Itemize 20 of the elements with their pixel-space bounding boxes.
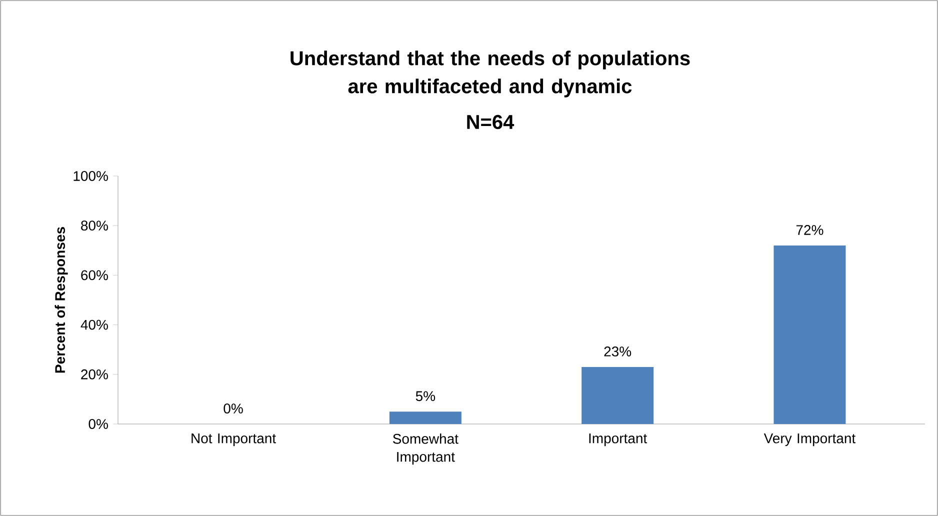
- data-label: 23%: [604, 346, 632, 356]
- data-label: 72%: [796, 225, 824, 235]
- y-tick-label: 60%: [81, 270, 108, 280]
- bar: [774, 245, 846, 424]
- bar: [389, 412, 462, 424]
- y-tick-label: 100%: [74, 171, 108, 181]
- y-tick-label: 40%: [80, 320, 108, 330]
- chart-title: Understand that the needs of populations are multifaceted and dynamic: [290, 50, 690, 98]
- y-axis-title: Percent of Responses: [54, 227, 68, 373]
- chart-subtitle: N=64: [467, 114, 514, 130]
- x-tick-label: Important: [589, 434, 648, 446]
- data-label: 0%: [224, 404, 243, 414]
- data-label: 5%: [416, 391, 436, 402]
- bar: [582, 366, 654, 424]
- y-tick-label: 0%: [88, 419, 108, 429]
- x-tick-label: Somewhat Important: [393, 434, 458, 465]
- y-tick-label: 20%: [81, 369, 108, 380]
- x-tick-label: Not Important: [192, 434, 276, 446]
- x-tick-label: Very Important: [764, 434, 856, 446]
- y-tick-label: 80%: [81, 220, 108, 231]
